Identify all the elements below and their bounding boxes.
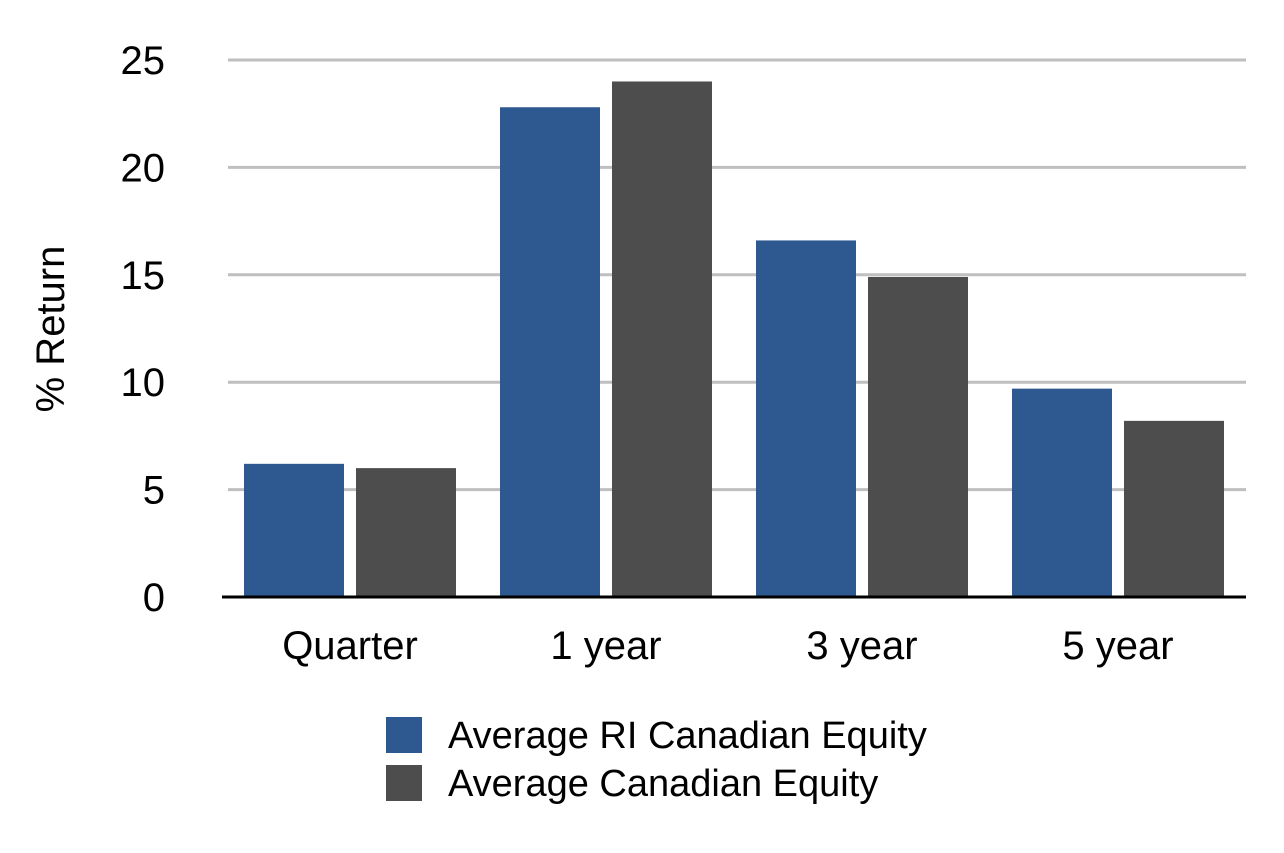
bar-ri-canadian-equity bbox=[244, 463, 344, 597]
bar-canadian-equity bbox=[612, 81, 712, 598]
bar-ri-canadian-equity bbox=[756, 240, 856, 597]
y-tick-label: 0 bbox=[143, 576, 165, 620]
bar-canadian-equity bbox=[868, 276, 968, 597]
bars bbox=[244, 81, 1224, 598]
legend-swatch bbox=[386, 765, 422, 801]
y-tick-label: 15 bbox=[121, 254, 166, 298]
y-tick-label: 5 bbox=[143, 469, 165, 513]
bar-ri-canadian-equity bbox=[500, 107, 600, 598]
y-tick-label: 10 bbox=[121, 361, 166, 405]
bar-canadian-equity bbox=[356, 468, 456, 597]
bar-canadian-equity bbox=[1124, 420, 1224, 597]
y-tick-label: 20 bbox=[121, 146, 166, 190]
x-category-label: 3 year bbox=[806, 624, 917, 668]
legend-swatch bbox=[386, 717, 422, 753]
y-axis-title: % Return bbox=[29, 246, 73, 413]
x-category-label: 5 year bbox=[1062, 624, 1173, 668]
legend: Average RI Canadian Equity Average Canadi… bbox=[386, 715, 927, 805]
legend-label: Average Canadian Equity bbox=[448, 763, 878, 805]
axes: 0 5 10 15 20 25 % Return Quarter 1 year 3 year 5 y… bbox=[29, 39, 1246, 668]
x-category-label: Quarter bbox=[282, 624, 418, 668]
legend-label: Average RI Canadian Equity bbox=[448, 715, 927, 757]
bar-ri-canadian-equity bbox=[1012, 388, 1112, 597]
y-tick-label: 25 bbox=[121, 39, 166, 83]
x-category-label: 1 year bbox=[550, 624, 661, 668]
